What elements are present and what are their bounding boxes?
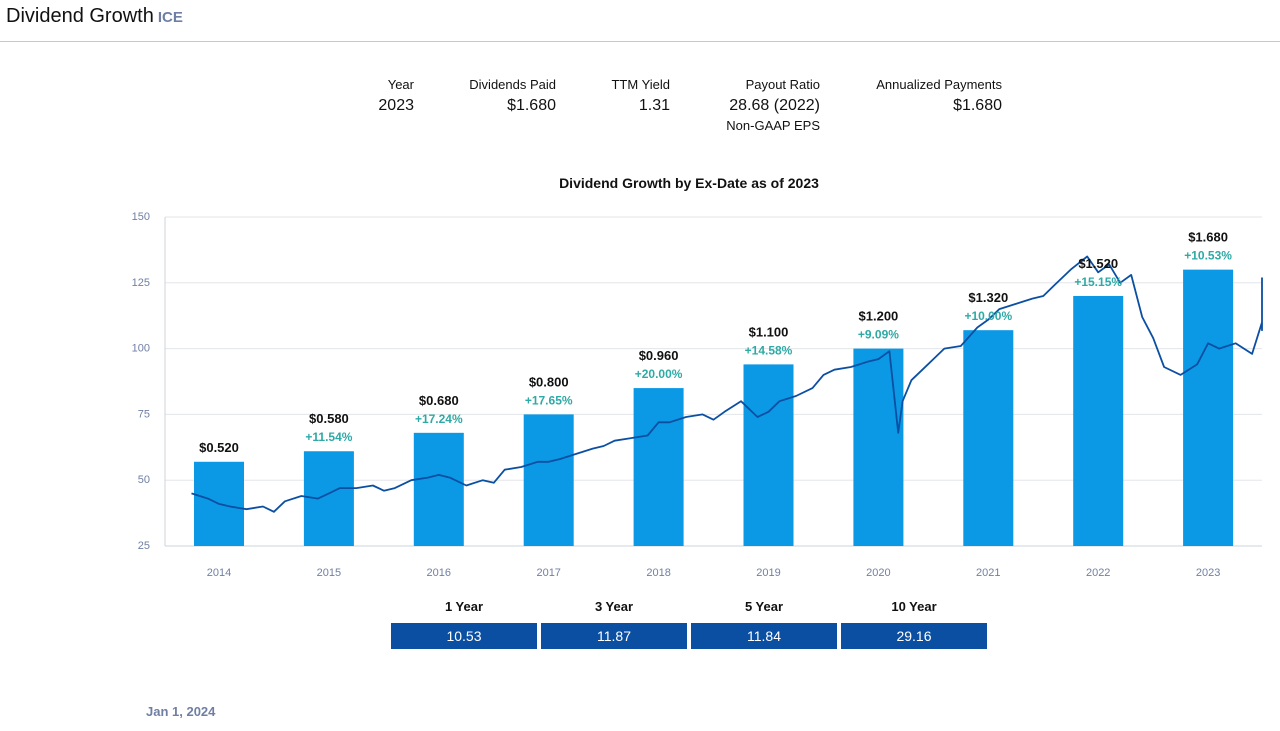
value-label-2014: $0.520 bbox=[199, 440, 239, 455]
growth-label-2019: +14.58% bbox=[745, 343, 793, 357]
value-label-2023: $1.680 bbox=[1188, 230, 1228, 245]
page-title: Dividend Growth ICE bbox=[6, 5, 183, 28]
bar-2020 bbox=[853, 348, 904, 546]
value-label-2021: $1.320 bbox=[968, 290, 1008, 305]
value-label-2017: $0.800 bbox=[529, 374, 569, 389]
stat-yield: TTM Yield 1.31 bbox=[594, 77, 670, 115]
y-tick-label-25: 25 bbox=[138, 540, 150, 552]
cagr-value-5y: 11.84 bbox=[691, 623, 837, 649]
stat-dividends-label: Dividends Paid bbox=[469, 77, 556, 92]
cagr-label-1y: 1 Year bbox=[444, 599, 484, 614]
growth-label-2020: +9.09% bbox=[858, 328, 899, 342]
y-tick-label-75: 75 bbox=[138, 408, 150, 420]
ticker-symbol: ICE bbox=[157, 9, 183, 26]
header: Dividend Growth ICE bbox=[0, 0, 1280, 42]
stat-annualized-label: Annualized Payments bbox=[876, 77, 1002, 92]
cagr-value-10y: 29.16 bbox=[841, 623, 987, 649]
bar-2023 bbox=[1183, 269, 1234, 546]
y-tick-label-50: 50 bbox=[138, 474, 150, 486]
stat-payout: Payout Ratio 28.68 (2022) Non-GAAP EPS bbox=[700, 77, 820, 133]
growth-label-2021: +10.00% bbox=[964, 309, 1012, 323]
growth-label-2016: +17.24% bbox=[415, 412, 463, 426]
stat-yield-value: 1.31 bbox=[638, 97, 670, 114]
value-label-2019: $1.100 bbox=[749, 324, 789, 339]
cagr-label-3y: 3 Year bbox=[594, 599, 634, 614]
stat-year-label: Year bbox=[387, 77, 414, 92]
stat-annualized-value: $1.680 bbox=[953, 97, 1002, 114]
x-tick-label-2014: 2014 bbox=[207, 567, 231, 579]
bar-2016 bbox=[413, 432, 464, 546]
chart-title: Dividend Growth by Ex-Date as of 2023 bbox=[559, 175, 819, 191]
bar-2022 bbox=[1073, 295, 1124, 546]
growth-label-2017: +17.65% bbox=[525, 393, 573, 407]
x-tick-label-2017: 2017 bbox=[536, 567, 560, 579]
x-tick-label-2018: 2018 bbox=[646, 567, 670, 579]
growth-label-2015: +11.54% bbox=[305, 430, 352, 444]
stat-payout-note: Non-GAAP EPS bbox=[726, 118, 820, 133]
stat-dividends-value: $1.680 bbox=[507, 97, 556, 114]
cagr-label-10y: 10 Year bbox=[891, 599, 937, 614]
x-tick-label-2015: 2015 bbox=[317, 567, 341, 579]
stat-yield-label: TTM Yield bbox=[611, 77, 670, 92]
value-label-2015: $0.580 bbox=[309, 411, 349, 426]
x-tick-label-2021: 2021 bbox=[976, 567, 1000, 579]
bar-2021 bbox=[963, 330, 1014, 546]
stat-payout-value: 28.68 (2022) bbox=[729, 97, 820, 114]
y-tick-label-150: 150 bbox=[132, 211, 150, 223]
stat-annualized: Annualized Payments $1.680 bbox=[860, 77, 1002, 115]
y-tick-label-125: 125 bbox=[132, 277, 150, 289]
bar-2018 bbox=[633, 388, 684, 546]
cagr-label-5y: 5 Year bbox=[744, 599, 784, 614]
value-label-2018: $0.960 bbox=[639, 348, 679, 363]
bar-2015 bbox=[303, 451, 354, 546]
value-label-2022: $1.520 bbox=[1078, 256, 1118, 271]
bar-2017 bbox=[523, 414, 574, 546]
x-tick-label-2022: 2022 bbox=[1086, 567, 1110, 579]
value-label-2020: $1.200 bbox=[859, 309, 899, 324]
bar-2019 bbox=[743, 364, 794, 546]
as-of-date: Jan 1, 2024 bbox=[146, 704, 216, 719]
cagr-value-3y: 11.87 bbox=[541, 623, 687, 649]
stat-dividends: Dividends Paid $1.680 bbox=[454, 77, 556, 115]
growth-label-2018: +20.00% bbox=[635, 367, 683, 381]
price-line bbox=[191, 255, 1263, 513]
growth-label-2022: +15.15% bbox=[1074, 275, 1122, 289]
title-text: Dividend Growth bbox=[6, 5, 154, 27]
x-tick-label-2020: 2020 bbox=[866, 567, 890, 579]
cagr-value-1y: 10.53 bbox=[391, 623, 537, 649]
y-tick-label-100: 100 bbox=[132, 343, 150, 355]
dividend-growth-chart: Dividend Growth by Ex-Date as of 2023 150… bbox=[132, 175, 1263, 579]
x-tick-label-2023: 2023 bbox=[1196, 567, 1220, 579]
value-label-2016: $0.680 bbox=[419, 393, 459, 408]
stat-year-value: 2023 bbox=[378, 97, 414, 114]
x-tick-label-2019: 2019 bbox=[756, 567, 780, 579]
growth-label-2023: +10.53% bbox=[1184, 249, 1232, 263]
stat-year: Year 2023 bbox=[364, 77, 414, 115]
stat-payout-label: Payout Ratio bbox=[745, 77, 820, 92]
x-tick-label-2016: 2016 bbox=[427, 567, 451, 579]
